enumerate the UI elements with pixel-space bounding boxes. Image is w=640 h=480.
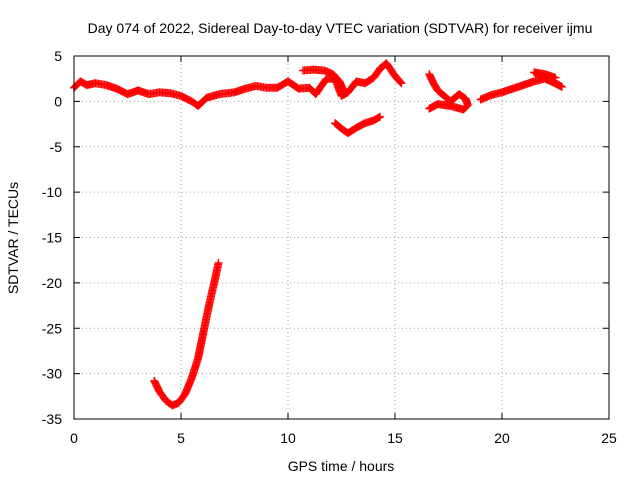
y-tick-label: -15 bbox=[42, 230, 62, 246]
data-point-marker bbox=[339, 86, 348, 95]
y-tick-label: -10 bbox=[42, 184, 62, 200]
data-point-marker bbox=[397, 79, 406, 88]
y-tick-label: 0 bbox=[54, 93, 62, 109]
data-point-marker bbox=[374, 113, 383, 122]
x-tick-label: 0 bbox=[70, 430, 78, 446]
x-tick-label: 5 bbox=[177, 430, 185, 446]
x-axis-label: GPS time / hours bbox=[288, 458, 395, 474]
y-tick-label: -35 bbox=[42, 411, 62, 427]
tick-labels: 0 5 10 15 20 25 5 0 -5 -10 -15 -20 -25 -30 -35 bbox=[42, 48, 617, 446]
data-point-marker bbox=[396, 78, 405, 87]
y-axis-label: SDTVAR / TECUs bbox=[5, 182, 21, 294]
data-point-marker bbox=[376, 112, 385, 121]
grid-lines bbox=[74, 56, 609, 419]
data-points bbox=[70, 59, 566, 410]
data-point-marker bbox=[214, 258, 223, 267]
data-point-marker bbox=[551, 73, 560, 82]
x-tick-label: 10 bbox=[280, 430, 296, 446]
x-tick-label: 25 bbox=[601, 430, 617, 446]
y-tick-label: -20 bbox=[42, 275, 62, 291]
y-tick-label: -30 bbox=[42, 366, 62, 382]
y-tick-label: -5 bbox=[50, 139, 63, 155]
data-point-marker bbox=[425, 104, 434, 113]
y-tick-label: -25 bbox=[42, 320, 62, 336]
y-tick-label: 5 bbox=[54, 48, 62, 64]
axis-ticks bbox=[73, 55, 610, 420]
chart-title: Day 074 of 2022, Sidereal Day-to-day VTE… bbox=[88, 20, 593, 36]
x-tick-label: 20 bbox=[494, 430, 510, 446]
x-tick-label: 15 bbox=[387, 430, 403, 446]
